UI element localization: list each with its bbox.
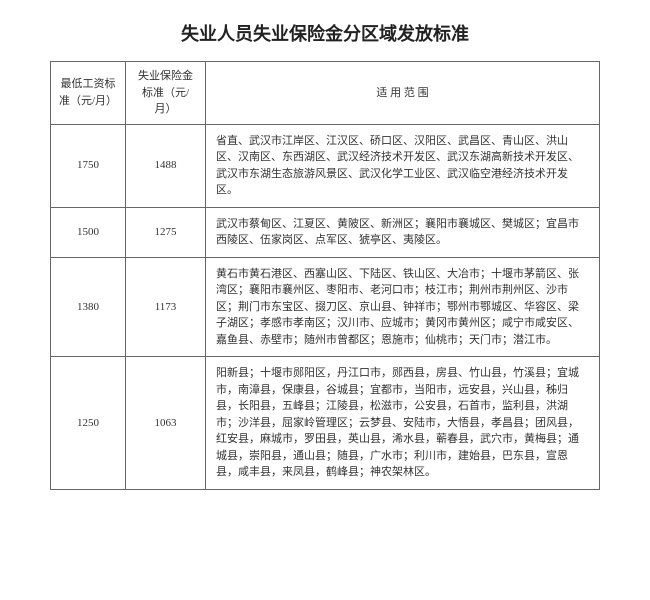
cell-benefit: 1173 [126, 257, 206, 357]
cell-scope: 武汉市蔡甸区、江夏区、黄陂区、新洲区；襄阳市襄城区、樊城区；宜昌市西陵区、伍家岗… [206, 207, 600, 257]
table-row: 1250 1063 阳新县；十堰市郧阳区，丹江口市，郧西县，房县、竹山县，竹溪县… [51, 357, 600, 490]
table-row: 1380 1173 黄石市黄石港区、西塞山区、下陆区、铁山区、大冶市；十堰市茅箭… [51, 257, 600, 357]
table-row: 1750 1488 省直、武汉市江岸区、江汉区、硚口区、汉阳区、武昌区、青山区、… [51, 124, 600, 207]
cell-wage: 1500 [51, 207, 126, 257]
cell-wage: 1250 [51, 357, 126, 490]
col-header-scope: 适 用 范 围 [206, 62, 600, 125]
cell-wage: 1750 [51, 124, 126, 207]
cell-benefit: 1488 [126, 124, 206, 207]
table-header-row: 最低工资标准（元/月） 失业保险金标准（元/月） 适 用 范 围 [51, 62, 600, 125]
standards-table: 最低工资标准（元/月） 失业保险金标准（元/月） 适 用 范 围 1750 14… [50, 61, 600, 490]
cell-benefit: 1063 [126, 357, 206, 490]
col-header-wage: 最低工资标准（元/月） [51, 62, 126, 125]
cell-wage: 1380 [51, 257, 126, 357]
col-header-benefit: 失业保险金标准（元/月） [126, 62, 206, 125]
cell-scope: 黄石市黄石港区、西塞山区、下陆区、铁山区、大冶市；十堰市茅箭区、张湾区；襄阳市襄… [206, 257, 600, 357]
page-title: 失业人员失业保险金分区域发放标准 [50, 20, 600, 46]
cell-benefit: 1275 [126, 207, 206, 257]
cell-scope: 省直、武汉市江岸区、江汉区、硚口区、汉阳区、武昌区、青山区、洪山区、汉南区、东西… [206, 124, 600, 207]
table-row: 1500 1275 武汉市蔡甸区、江夏区、黄陂区、新洲区；襄阳市襄城区、樊城区；… [51, 207, 600, 257]
cell-scope: 阳新县；十堰市郧阳区，丹江口市，郧西县，房县、竹山县，竹溪县；宜城市，南漳县，保… [206, 357, 600, 490]
